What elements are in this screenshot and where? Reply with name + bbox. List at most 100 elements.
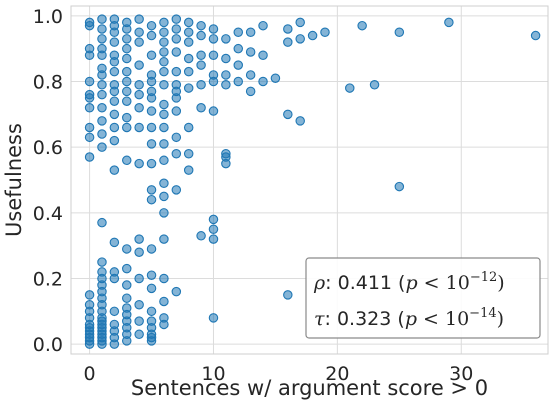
points-layer: [84, 14, 541, 349]
scatter-point: [97, 116, 107, 126]
scatter-point: [134, 37, 144, 47]
scatter-point: [84, 339, 95, 349]
scatter-point: [122, 43, 132, 54]
rho-close: ): [497, 272, 504, 294]
scatter-point: [134, 329, 144, 340]
scatter-point: [146, 283, 157, 294]
scatter-point: [97, 217, 107, 228]
scatter-point: [258, 20, 268, 31]
scatter-point: [97, 14, 107, 24]
scatter-point: [183, 27, 194, 38]
scatter-point: [196, 20, 206, 31]
tau-close: ): [497, 308, 504, 330]
scatter-point: [159, 109, 169, 120]
scatter-point: [183, 53, 194, 64]
x-tick-label: 10: [201, 363, 225, 385]
scatter-point: [146, 93, 157, 103]
scatter-point: [146, 185, 157, 195]
scatter-point: [283, 37, 293, 47]
scatter-point: [134, 89, 144, 100]
scatter-point: [109, 273, 120, 284]
scatter-point: [233, 27, 244, 38]
scatter-point: [122, 96, 132, 106]
scatter-point: [295, 34, 305, 44]
scatter-point: [233, 60, 244, 70]
scatter-point: [134, 60, 144, 70]
y-tick-label: 0.0: [33, 334, 63, 356]
scatter-point: [97, 50, 107, 60]
scatter-point: [345, 83, 355, 93]
scatter-point: [530, 30, 541, 41]
scatter-point: [146, 76, 157, 87]
scatter-point: [109, 237, 120, 248]
scatter-point: [84, 122, 95, 133]
scatter-point: [134, 316, 144, 326]
scatter-point: [122, 24, 132, 34]
scatter-point: [196, 231, 206, 241]
scatter-point: [159, 47, 169, 57]
scatter-point: [196, 60, 206, 70]
scatter-point: [159, 296, 169, 307]
scatter-point: [159, 80, 169, 90]
scatter-point: [134, 300, 144, 310]
scatter-point: [84, 20, 95, 31]
tau-lt: < 10: [417, 308, 469, 330]
y-axis-label: Usefulness: [2, 123, 26, 237]
scatter-point: [208, 50, 219, 60]
scatter-point: [97, 142, 107, 152]
rho-p: p: [405, 272, 417, 294]
scatter-point: [146, 270, 157, 280]
scatter-point: [283, 24, 293, 34]
scatter-point: [134, 158, 144, 169]
scatter-point: [171, 132, 182, 143]
scatter-point: [208, 224, 219, 234]
scatter-point: [84, 50, 95, 60]
scatter-point: [146, 194, 157, 205]
scatter-point: [270, 73, 281, 83]
scatter-point: [245, 27, 256, 38]
scatter-point: [146, 106, 157, 116]
scatter-point: [245, 70, 256, 80]
scatter-point: [171, 34, 182, 44]
scatter-point: [196, 103, 206, 113]
scatter-point: [196, 80, 206, 90]
scatter-point: [159, 319, 169, 330]
scatter-point: [97, 257, 107, 267]
scatter-point: [146, 306, 157, 317]
scatter-point: [97, 129, 107, 139]
scatter-point: [171, 286, 182, 297]
scatter-point: [122, 66, 132, 77]
scatter-point: [97, 24, 107, 34]
scatter-point: [146, 20, 157, 31]
scatter-point: [109, 122, 120, 133]
scatter-point: [171, 148, 182, 159]
scatter-point: [122, 112, 132, 123]
scatter-point: [208, 106, 219, 116]
rho-value: : 0.411 (: [325, 272, 405, 294]
scatter-point: [97, 80, 107, 90]
y-tick-label: 0.4: [33, 203, 63, 225]
scatter-point: [159, 178, 169, 189]
scatter-point: [208, 34, 219, 44]
x-tick-label: 30: [449, 363, 473, 385]
scatter-point: [183, 66, 194, 77]
scatter-point: [183, 122, 194, 133]
scatter-point: [122, 155, 132, 166]
scatter-point: [245, 47, 256, 57]
scatter-point: [208, 76, 219, 87]
scatter-point: [134, 234, 144, 244]
scatter-point: [122, 244, 132, 254]
scatter-point: [159, 208, 169, 218]
scatter-point: [84, 76, 95, 87]
scatter-point: [159, 122, 169, 133]
rho-symbol: ρ: [313, 272, 326, 294]
tau-symbol: τ: [314, 308, 325, 330]
scatter-point: [357, 20, 367, 31]
tau-value: : 0.323 (: [325, 308, 405, 330]
scatter-point: [134, 27, 144, 38]
scatter-point: [109, 339, 120, 349]
scatter-point: [295, 116, 305, 126]
scatter-point: [320, 27, 330, 38]
scatter-point: [245, 86, 256, 97]
scatter-point: [159, 155, 169, 166]
